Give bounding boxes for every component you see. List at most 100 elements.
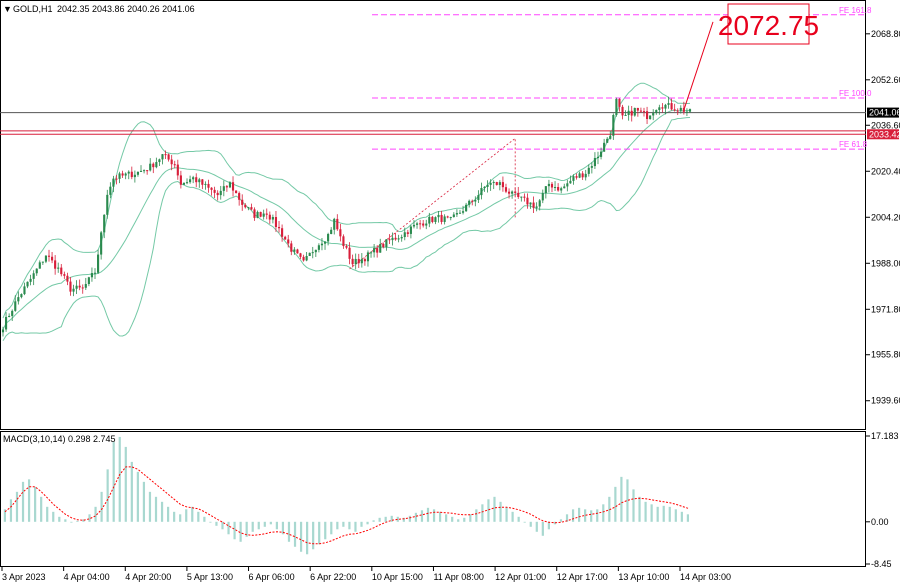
candle-body — [204, 183, 207, 185]
candle-body — [468, 200, 471, 205]
candle-body — [415, 223, 419, 225]
macd-histogram-bar — [487, 499, 490, 522]
candle-body — [201, 179, 204, 185]
candle-body — [409, 226, 412, 234]
candle-body — [327, 234, 330, 242]
candle-body — [667, 103, 670, 105]
candle-body — [590, 166, 593, 168]
candle-body — [118, 173, 121, 179]
macd-histogram-bar — [420, 510, 424, 522]
candle-body — [658, 107, 661, 110]
candle-body — [569, 180, 572, 184]
current-price-tag: 2041.06 — [869, 108, 900, 118]
red-line-price-tag-bg — [867, 129, 899, 140]
candle-body — [207, 183, 210, 188]
candle-body — [35, 268, 38, 274]
candle-body — [636, 107, 639, 111]
candle-body — [63, 274, 66, 276]
x-tick-label: 3 Apr 2023 — [2, 572, 46, 582]
macd-histogram-bar — [173, 511, 176, 522]
candle-body — [511, 191, 514, 194]
candle-body — [342, 236, 345, 247]
candle-body — [529, 202, 532, 205]
macd-histogram-bar — [46, 506, 49, 522]
candle-body — [195, 177, 198, 183]
current-price-tag-bg — [867, 107, 899, 118]
candle-body — [428, 216, 431, 224]
candle-body — [425, 223, 428, 226]
candle-body — [90, 273, 94, 278]
candle-body — [4, 316, 8, 330]
candle-body — [633, 107, 636, 116]
candle-body — [682, 107, 685, 112]
macd-histogram-bar — [414, 512, 418, 522]
candle-body — [57, 267, 60, 269]
candle-body — [51, 256, 54, 261]
candle-body — [676, 110, 679, 112]
macd-histogram-bar — [535, 521, 538, 532]
candle-body — [26, 281, 29, 287]
bollinger-lower-band — [2, 117, 691, 342]
candle-body — [87, 277, 90, 285]
collapse-arrow-icon[interactable]: ▼ — [3, 4, 12, 14]
target-pointer-line — [683, 21, 714, 111]
candle-body — [673, 109, 676, 111]
candle-body — [112, 178, 115, 187]
candle-body — [127, 171, 130, 174]
macd-histogram-bar — [620, 476, 623, 522]
symbol-label: GOLD,H1 — [13, 4, 53, 14]
candle-body — [176, 164, 179, 176]
macd-histogram-bar — [602, 504, 605, 522]
candle-body — [461, 211, 465, 213]
candle-body — [596, 156, 600, 158]
candle-body — [11, 310, 14, 316]
candle-body — [130, 171, 133, 178]
macd-histogram-bar — [221, 521, 224, 530]
candle-body — [373, 248, 376, 253]
candle-body — [225, 186, 228, 188]
macd-histogram-bar — [3, 509, 6, 522]
candle-body — [210, 187, 213, 190]
candle-body — [216, 192, 219, 196]
candle-body — [103, 214, 106, 233]
macd-histogram-bar — [674, 509, 677, 522]
macd-histogram-bar — [130, 461, 133, 522]
candle-body — [302, 256, 305, 261]
candle-body — [244, 204, 247, 208]
candle-body — [397, 238, 400, 240]
macd-histogram-bar — [88, 514, 91, 522]
macd-histogram-bar — [596, 509, 599, 522]
candle-body — [661, 107, 664, 109]
candle-body — [446, 216, 449, 218]
candle-body — [541, 193, 544, 201]
candle-body — [317, 245, 320, 250]
macd-histogram-bar — [493, 496, 496, 522]
candle-body — [20, 294, 23, 298]
candle-body — [54, 260, 57, 269]
macd-histogram-bar — [463, 517, 466, 522]
macd-histogram-bar — [438, 511, 442, 522]
candle-body — [489, 182, 492, 185]
macd-histogram-bar — [541, 521, 544, 536]
candle-body — [627, 110, 630, 115]
x-tick-label: 5 Apr 13:00 — [187, 572, 233, 582]
candle-body — [400, 237, 403, 239]
candle-body — [219, 190, 222, 196]
macd-histogram-bar — [590, 510, 593, 522]
macd-histogram-bar — [148, 491, 152, 522]
ohlc-values: 2042.35 2043.86 2040.26 2041.06 — [57, 4, 195, 14]
macd-histogram-bar — [263, 521, 266, 527]
candle-body — [323, 241, 327, 244]
candle-body — [277, 227, 281, 229]
candle-body — [290, 243, 293, 252]
candle-body — [222, 186, 225, 191]
macd-histogram-bar — [396, 516, 399, 522]
macd-y-tick-label: 0.00 — [871, 517, 889, 527]
candle-body — [213, 189, 216, 193]
x-tick-label: 12 Apr 17:00 — [557, 572, 608, 582]
macd-histogram-bar — [481, 504, 484, 522]
candle-body — [655, 109, 658, 114]
macd-histogram-bar — [686, 514, 689, 522]
candle-body — [115, 178, 118, 180]
